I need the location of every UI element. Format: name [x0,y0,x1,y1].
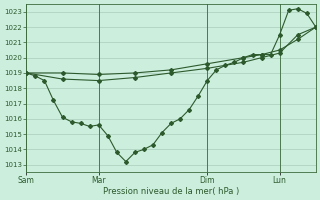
X-axis label: Pression niveau de la mer( hPa ): Pression niveau de la mer( hPa ) [103,187,239,196]
